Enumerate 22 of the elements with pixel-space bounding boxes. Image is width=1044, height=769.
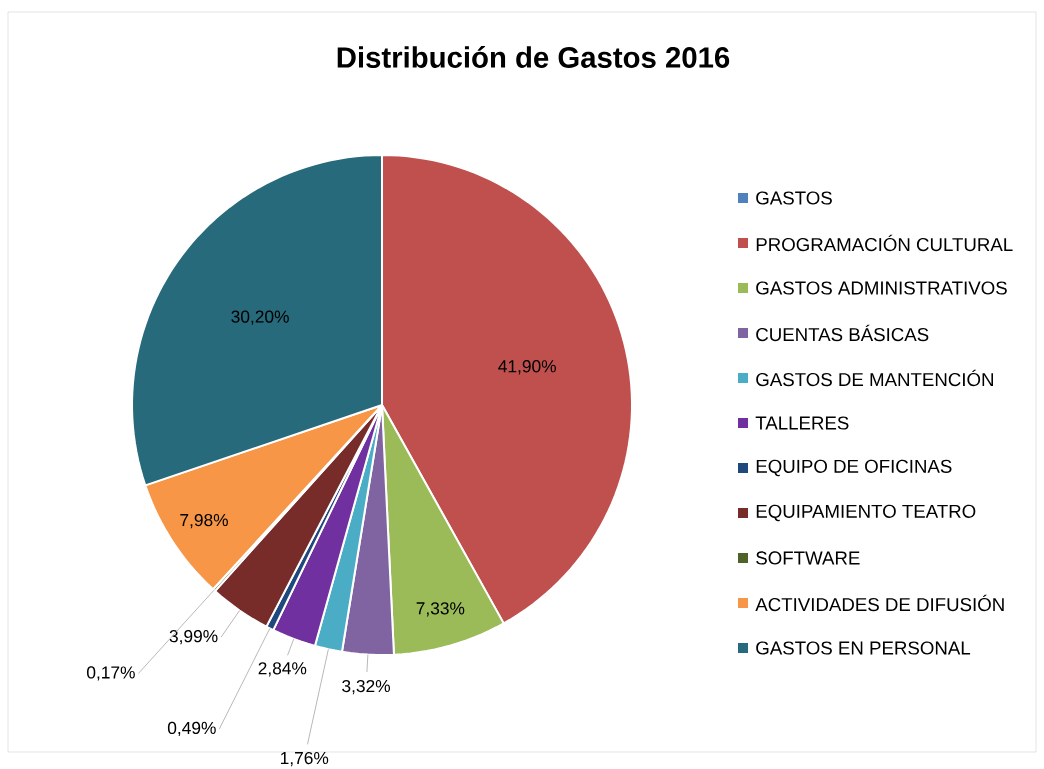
data-label: 7,33% — [416, 602, 465, 617]
data-label: 0,49% — [167, 721, 216, 737]
data-label: 1,76% — [280, 751, 329, 767]
data-label: 30,20% — [231, 310, 289, 325]
legend-label: GASTOS — [756, 191, 832, 205]
legend-label: EQUIPO DE OFICINAS — [756, 459, 952, 477]
legend-label: SOFTWARE — [756, 551, 860, 565]
data-label: 7,98% — [180, 513, 228, 529]
data-label: 41,90% — [498, 360, 556, 375]
legend-label: TALLERES — [755, 416, 849, 430]
legend-label: GASTOS EN PERSONAL — [756, 641, 971, 655]
legend-label: GASTOS ADMINISTRATIVOS — [756, 281, 1007, 295]
data-label: 3,32% — [342, 679, 390, 695]
legend-label: ACTIVIDADES DE DIFUSIÓN — [755, 594, 1004, 612]
data-label: 2,84% — [258, 662, 307, 677]
data-label: 0,17% — [87, 666, 135, 681]
legend-label: EQUIPAMIENTO TEATRO — [756, 504, 976, 522]
data-label: 3,99% — [169, 630, 218, 645]
legend-label: GASTOS DE MANTENCIÓN — [756, 369, 993, 387]
legend-label: PROGRAMACIÓN CULTURAL — [756, 234, 1013, 252]
chart-title: Distribución de Gastos 2016 — [337, 46, 730, 68]
legend-label: CUENTAS BÁSICAS — [756, 324, 929, 342]
